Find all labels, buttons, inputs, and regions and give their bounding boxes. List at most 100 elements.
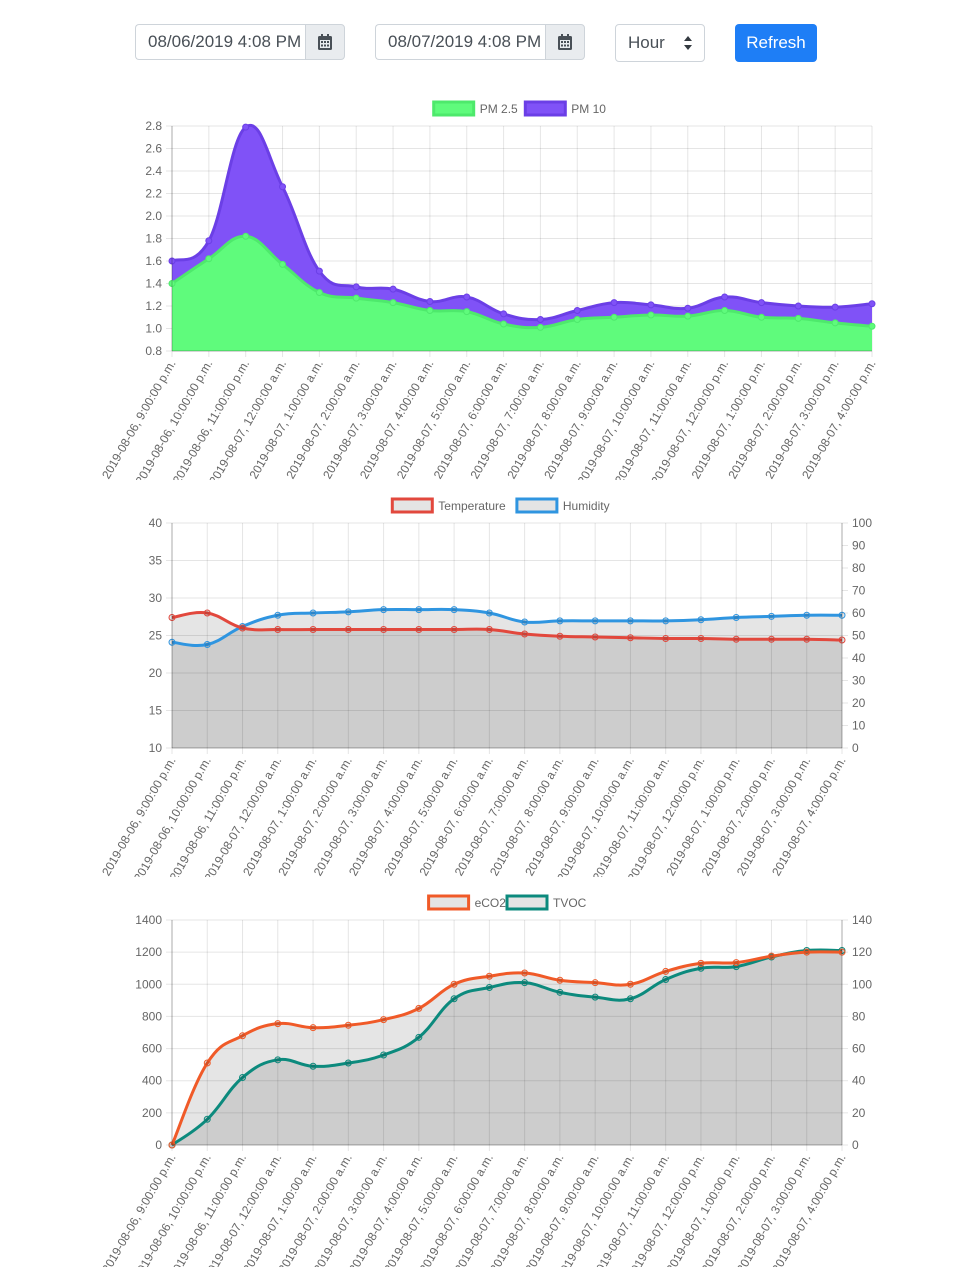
- data-point[interactable]: [203, 609, 211, 617]
- data-point[interactable]: [721, 293, 729, 301]
- data-point[interactable]: [344, 608, 352, 616]
- data-point[interactable]: [626, 634, 634, 642]
- data-point[interactable]: [838, 611, 846, 619]
- data-point[interactable]: [697, 964, 705, 972]
- data-point[interactable]: [426, 298, 434, 305]
- data-point[interactable]: [168, 638, 176, 646]
- interval-select[interactable]: Hour: [615, 24, 705, 62]
- data-point[interactable]: [662, 635, 670, 642]
- data-point[interactable]: [610, 313, 618, 321]
- data-point[interactable]: [662, 975, 670, 983]
- data-point[interactable]: [352, 283, 360, 291]
- data-point[interactable]: [242, 123, 250, 131]
- data-point[interactable]: [380, 626, 388, 633]
- legend-item[interactable]: PM 10: [523, 100, 606, 117]
- data-point[interactable]: [757, 299, 765, 307]
- data-point[interactable]: [344, 626, 352, 633]
- data-point[interactable]: [794, 302, 802, 310]
- end-datetime-input[interactable]: 08/07/2019 4:08 PM: [375, 24, 545, 60]
- data-point[interactable]: [239, 624, 247, 632]
- data-point[interactable]: [794, 314, 802, 322]
- data-point[interactable]: [168, 614, 176, 621]
- data-point[interactable]: [415, 626, 423, 633]
- data-point[interactable]: [352, 294, 360, 302]
- data-point[interactable]: [838, 636, 846, 644]
- data-point[interactable]: [732, 635, 740, 643]
- data-point[interactable]: [767, 612, 775, 620]
- data-point[interactable]: [556, 988, 564, 996]
- data-point[interactable]: [168, 280, 176, 287]
- legend-item[interactable]: PM 2.5: [432, 100, 518, 117]
- data-point[interactable]: [450, 626, 458, 633]
- legend-item[interactable]: TVOC: [505, 894, 587, 911]
- data-point[interactable]: [591, 617, 599, 625]
- data-point[interactable]: [521, 969, 529, 977]
- data-point[interactable]: [274, 1020, 282, 1028]
- legend-item[interactable]: eCO2: [427, 894, 507, 911]
- data-point[interactable]: [344, 1021, 352, 1029]
- data-point[interactable]: [274, 1056, 282, 1064]
- data-point[interactable]: [239, 1074, 247, 1081]
- data-point[interactable]: [450, 980, 458, 988]
- start-datetime-input[interactable]: 08/06/2019 4:08 PM: [135, 24, 305, 60]
- data-point[interactable]: [556, 976, 564, 984]
- legend-item[interactable]: Humidity: [515, 497, 610, 514]
- data-point[interactable]: [684, 304, 692, 312]
- data-point[interactable]: [463, 308, 471, 316]
- data-point[interactable]: [757, 313, 765, 321]
- data-point[interactable]: [279, 260, 287, 268]
- data-point[interactable]: [697, 635, 705, 642]
- data-point[interactable]: [309, 1024, 317, 1032]
- data-point[interactable]: [803, 611, 811, 619]
- data-point[interactable]: [500, 310, 508, 318]
- data-point[interactable]: [315, 267, 323, 275]
- data-point[interactable]: [647, 301, 655, 309]
- data-point[interactable]: [485, 626, 493, 633]
- data-point[interactable]: [168, 1141, 176, 1149]
- data-point[interactable]: [389, 285, 397, 293]
- data-point[interactable]: [279, 183, 287, 191]
- data-point[interactable]: [415, 1033, 423, 1041]
- data-point[interactable]: [485, 984, 493, 991]
- data-point[interactable]: [203, 1115, 211, 1123]
- data-point[interactable]: [450, 995, 458, 1003]
- data-point[interactable]: [521, 979, 529, 987]
- data-point[interactable]: [450, 606, 458, 614]
- data-point[interactable]: [463, 293, 471, 301]
- data-point[interactable]: [767, 952, 775, 960]
- data-point[interactable]: [500, 320, 508, 328]
- data-point[interactable]: [521, 618, 529, 626]
- data-point[interactable]: [485, 609, 493, 617]
- data-point[interactable]: [168, 257, 176, 265]
- data-point[interactable]: [521, 630, 529, 638]
- data-point[interactable]: [485, 972, 493, 980]
- data-point[interactable]: [626, 995, 634, 1003]
- data-point[interactable]: [647, 311, 655, 319]
- data-point[interactable]: [831, 303, 839, 311]
- data-point[interactable]: [732, 959, 740, 967]
- legend-item[interactable]: Temperature: [390, 497, 506, 514]
- data-point[interactable]: [591, 993, 599, 1001]
- data-point[interactable]: [697, 959, 705, 967]
- data-point[interactable]: [732, 614, 740, 621]
- data-point[interactable]: [380, 1051, 388, 1059]
- data-point[interactable]: [721, 307, 729, 314]
- data-point[interactable]: [803, 635, 811, 643]
- data-point[interactable]: [573, 307, 581, 314]
- data-point[interactable]: [315, 289, 323, 296]
- data-point[interactable]: [591, 979, 599, 987]
- data-point[interactable]: [309, 609, 317, 617]
- data-point[interactable]: [626, 617, 634, 625]
- data-point[interactable]: [662, 617, 670, 625]
- data-point[interactable]: [239, 1032, 247, 1040]
- data-point[interactable]: [684, 312, 692, 320]
- data-point[interactable]: [309, 1062, 317, 1070]
- data-point[interactable]: [309, 626, 317, 633]
- data-point[interactable]: [344, 1059, 352, 1067]
- data-point[interactable]: [803, 948, 811, 956]
- refresh-button[interactable]: Refresh: [735, 24, 817, 62]
- data-point[interactable]: [868, 322, 876, 330]
- data-point[interactable]: [610, 299, 618, 307]
- data-point[interactable]: [274, 611, 282, 619]
- data-point[interactable]: [626, 980, 634, 988]
